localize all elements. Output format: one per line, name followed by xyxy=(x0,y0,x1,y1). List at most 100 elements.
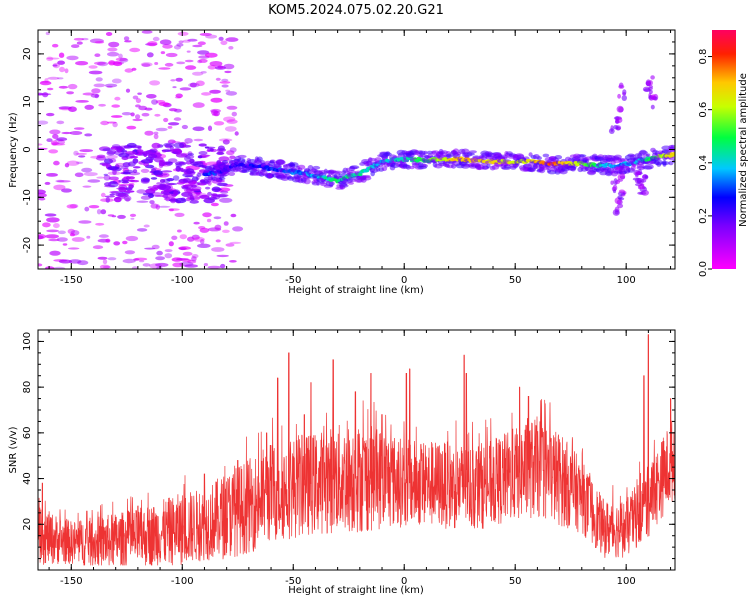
ridge-halo xyxy=(542,153,550,158)
cluster-blob xyxy=(189,195,194,200)
noise-blob xyxy=(114,96,121,101)
noise-blob xyxy=(151,99,158,105)
noise-blob xyxy=(199,32,212,36)
noise-blob xyxy=(140,168,150,173)
noise-blob xyxy=(635,171,641,176)
noise-blob xyxy=(171,235,178,240)
ridge-halo xyxy=(328,181,334,187)
noise-blob xyxy=(209,61,223,67)
noise-blob xyxy=(115,57,128,62)
noise-blob xyxy=(617,178,623,182)
noise-blob xyxy=(102,259,108,265)
cluster-blob xyxy=(118,152,130,158)
noise-blob xyxy=(225,89,231,92)
ridge-halo xyxy=(489,165,496,171)
noise-blob xyxy=(615,166,621,170)
cluster-blob xyxy=(128,176,135,180)
snr-marks xyxy=(38,334,675,566)
cluster-blob xyxy=(176,182,185,185)
noise-blob xyxy=(56,237,68,242)
ridge-halo xyxy=(228,171,236,176)
noise-blob xyxy=(168,108,178,112)
noise-blob xyxy=(94,41,105,44)
noise-blob xyxy=(141,63,151,67)
x-tick-label: 100 xyxy=(617,275,636,286)
colorbar-tick-label: 0.2 xyxy=(698,208,709,224)
noise-blob xyxy=(219,81,231,84)
cluster-blob xyxy=(216,194,228,198)
noise-blob xyxy=(59,107,72,111)
noise-blob xyxy=(226,150,235,156)
noise-blob xyxy=(49,250,61,256)
noise-blob xyxy=(182,251,193,256)
ridge-halo xyxy=(347,181,354,185)
x-tick-label: 100 xyxy=(617,576,636,587)
noise-blob xyxy=(112,61,123,67)
colorbar-gradient xyxy=(712,30,736,269)
y-tick-label: 60 xyxy=(22,426,33,439)
noise-blob xyxy=(54,138,64,142)
noise-blob xyxy=(102,265,111,269)
noise-blob xyxy=(144,107,153,111)
noise-blob xyxy=(223,221,229,226)
noise-blob xyxy=(163,117,169,123)
noise-blob xyxy=(105,32,113,36)
noise-blob xyxy=(57,60,65,65)
noise-blob xyxy=(215,77,221,81)
noise-blob xyxy=(38,143,43,146)
noise-blob xyxy=(157,205,171,208)
y-tick-label: 100 xyxy=(22,332,33,351)
noise-blob xyxy=(203,263,208,267)
cluster-blob xyxy=(155,174,164,177)
cluster-blob xyxy=(101,163,108,167)
cluster-blob xyxy=(205,146,216,149)
noise-blob xyxy=(84,206,90,212)
noise-blob xyxy=(58,106,72,110)
noise-blob xyxy=(175,77,183,82)
noise-blob xyxy=(132,118,143,122)
noise-blob xyxy=(158,67,171,70)
x-tick-label: 0 xyxy=(401,275,407,286)
noise-blob xyxy=(216,254,229,258)
noise-blob xyxy=(225,91,238,96)
noise-blob xyxy=(94,53,101,57)
cluster-blob xyxy=(150,177,158,180)
cluster-blob xyxy=(163,193,169,199)
noise-blob xyxy=(112,122,118,128)
ridge-point xyxy=(358,172,363,177)
noise-blob xyxy=(200,71,207,74)
y-tick-label: 20 xyxy=(22,518,33,531)
noise-blob xyxy=(215,239,221,243)
cluster-blob xyxy=(189,200,199,204)
noise-blob xyxy=(213,121,225,126)
spectrogram-ylabel: Frequency (Hz) xyxy=(8,112,19,188)
cluster-blob xyxy=(175,153,188,158)
noise-blob xyxy=(46,57,60,60)
noise-blob xyxy=(97,256,108,260)
ridge-halo xyxy=(381,166,388,172)
noise-blob xyxy=(38,92,44,96)
noise-blob xyxy=(110,115,123,118)
noise-blob xyxy=(129,47,141,53)
noise-blob xyxy=(46,173,58,177)
noise-blob xyxy=(87,179,101,183)
noise-blob xyxy=(155,256,166,261)
noise-blob xyxy=(64,68,69,74)
noise-blob xyxy=(124,40,132,43)
noise-blob xyxy=(104,83,118,88)
noise-blob xyxy=(76,161,84,164)
cluster-blob xyxy=(199,194,210,199)
cluster-blob xyxy=(186,197,191,202)
noise-blob xyxy=(206,218,212,223)
noise-blob xyxy=(100,209,107,215)
noise-blob xyxy=(185,65,197,70)
cluster-blob xyxy=(123,190,135,193)
cluster-blob xyxy=(126,142,137,148)
cluster-blob xyxy=(112,169,117,175)
noise-blob xyxy=(46,138,53,143)
noise-blob xyxy=(612,184,618,191)
noise-blob xyxy=(46,217,60,223)
noise-blob xyxy=(141,112,150,117)
noise-blob xyxy=(178,246,192,250)
